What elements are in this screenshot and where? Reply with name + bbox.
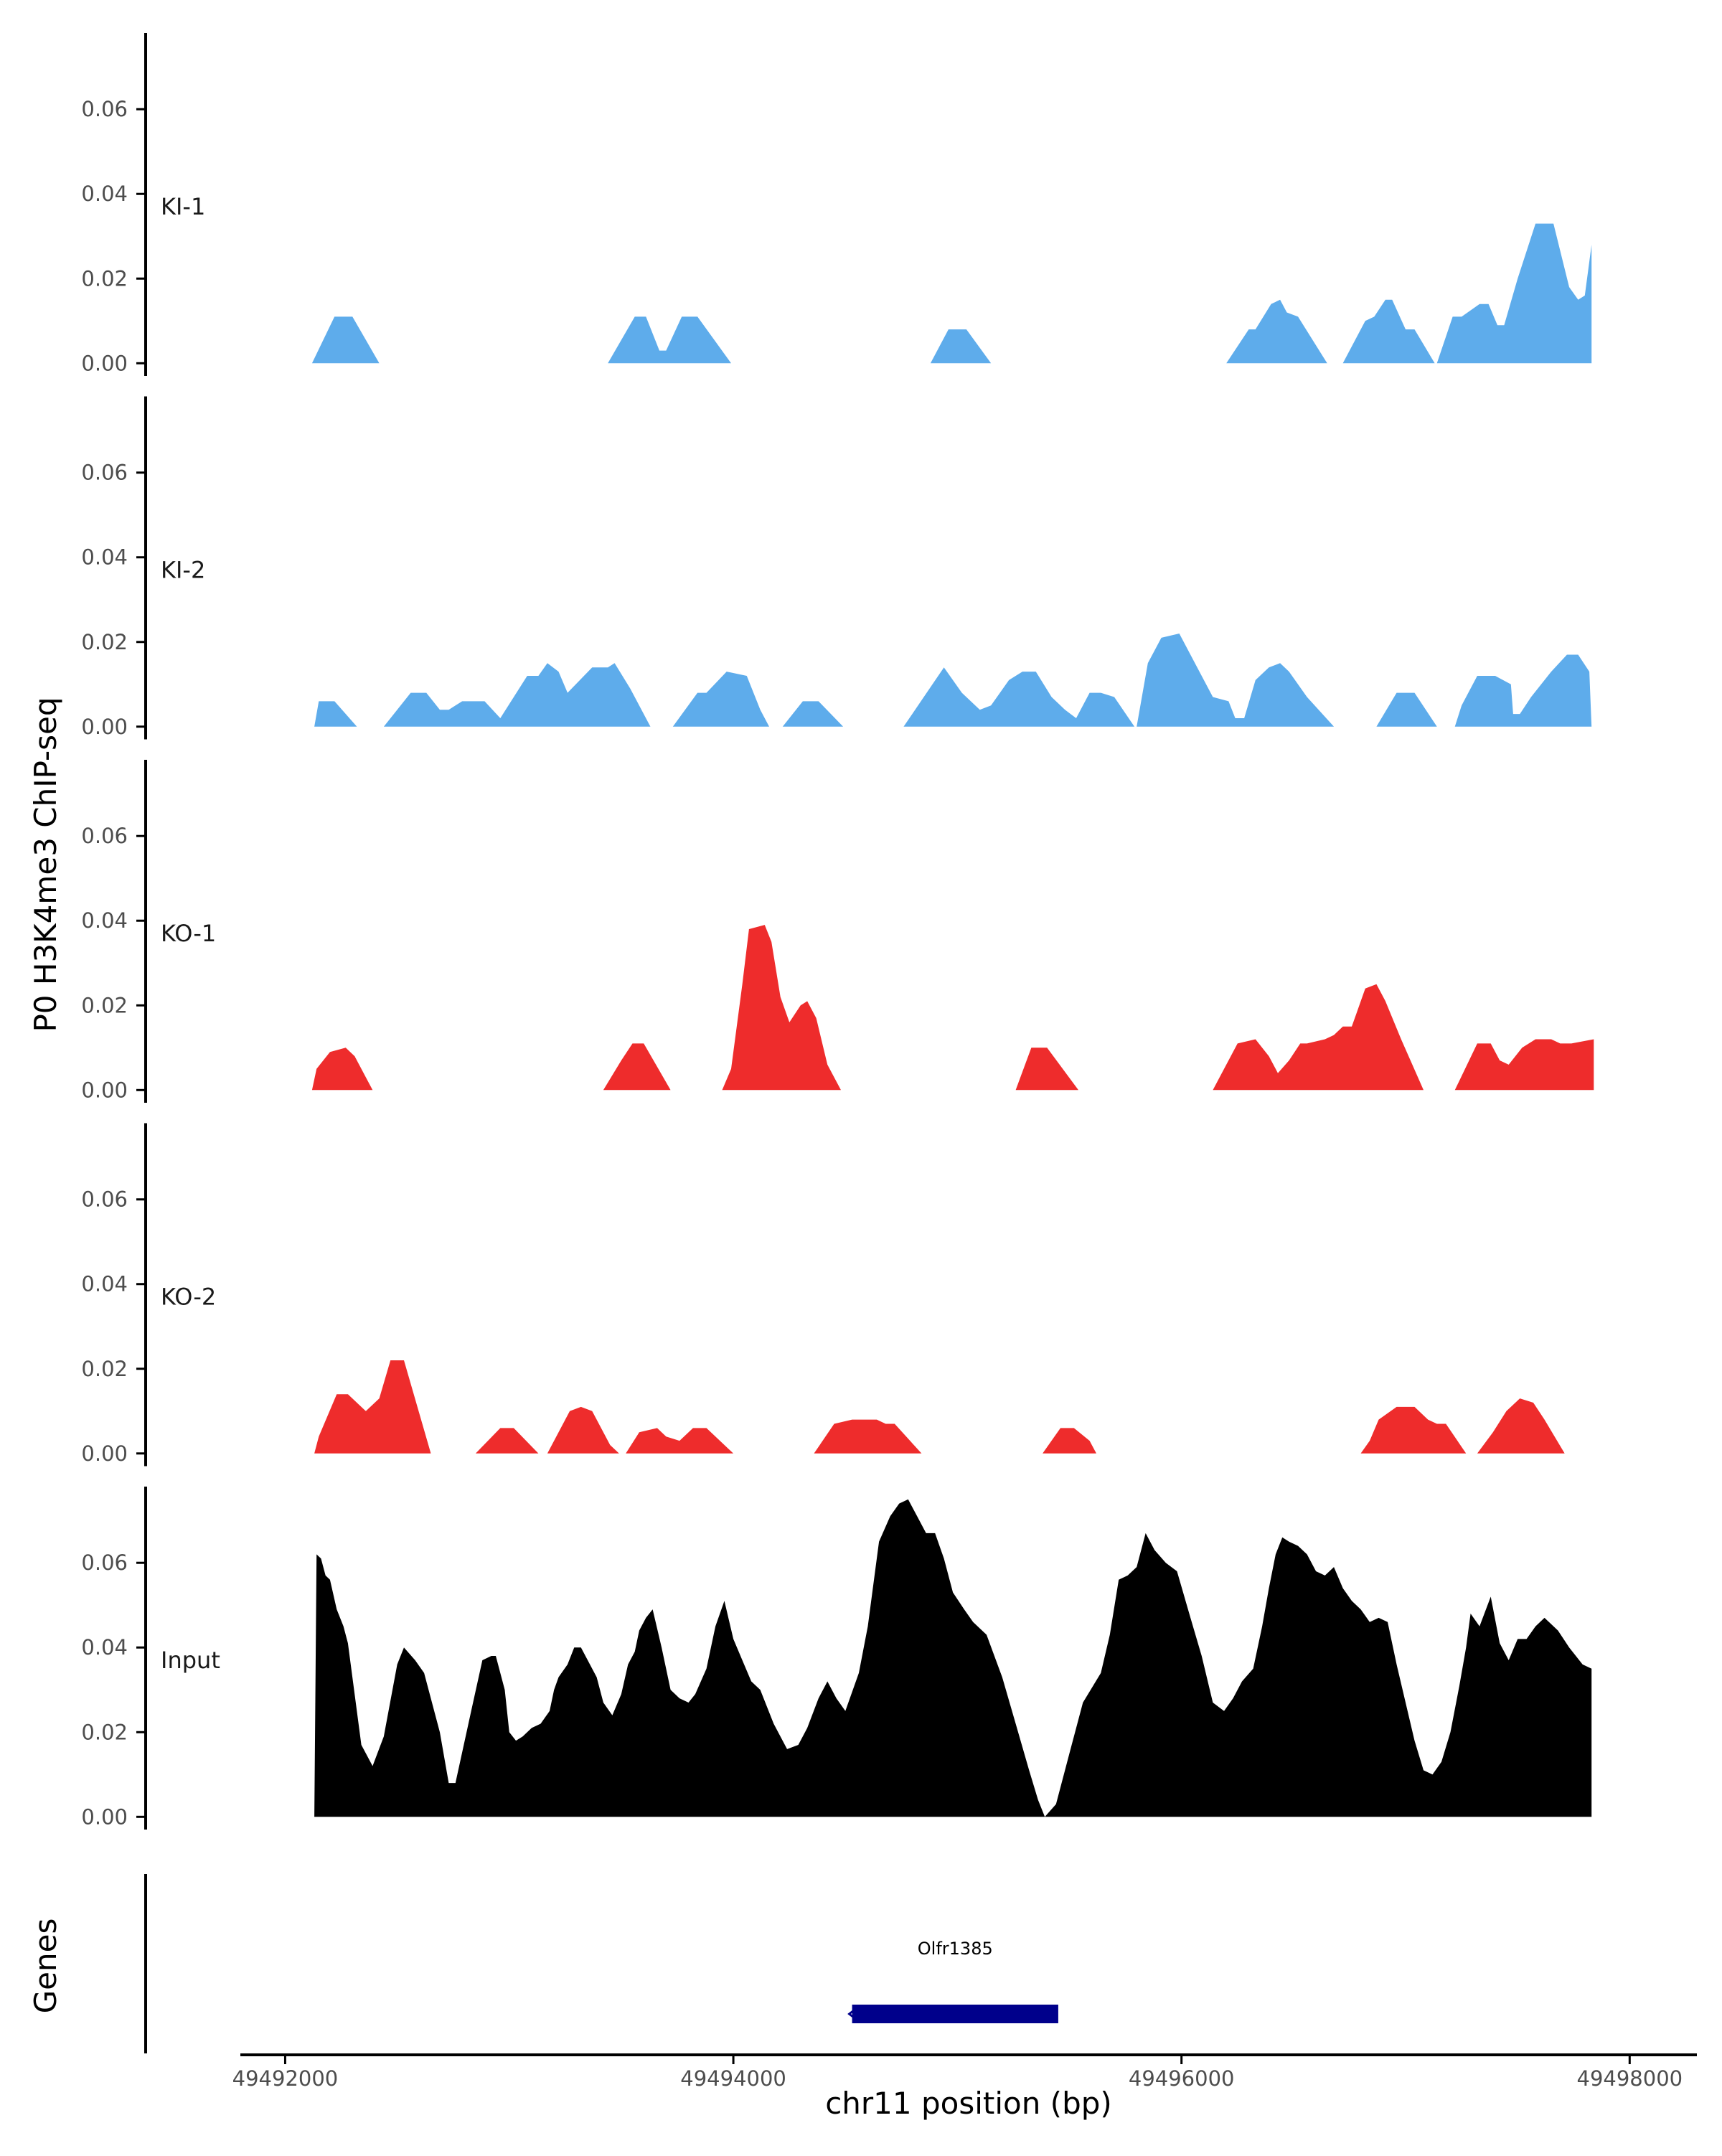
x-tick-label: 49492000 xyxy=(232,2066,339,2091)
coverage-area xyxy=(1342,299,1435,364)
coverage-area xyxy=(314,701,357,727)
coverage-area xyxy=(1213,984,1424,1091)
y-tick-label: 0.06 xyxy=(81,461,128,485)
y-tick-label: 0.00 xyxy=(81,1804,128,1829)
coverage-area xyxy=(547,1406,619,1454)
coverage-area xyxy=(722,925,841,1091)
y-tick-label: 0.00 xyxy=(81,351,128,375)
track-label: KI-2 xyxy=(161,556,205,583)
track-ko-1: 0.00 0.02 0.04 0.06 KO-1 xyxy=(81,760,1594,1103)
x-tick-label: 49498000 xyxy=(1577,2066,1683,2091)
coverage-area xyxy=(930,329,992,364)
coverage-area xyxy=(1454,1039,1594,1091)
y-tick-label: 0.06 xyxy=(81,1187,128,1212)
coverage-area xyxy=(314,1499,1592,1817)
coverage-area xyxy=(1360,1406,1467,1454)
track-ki-1: 0.00 0.02 0.04 0.06 KI-1 xyxy=(81,33,1592,376)
x-tick-label: 49494000 xyxy=(680,2066,786,2091)
strand-arrow xyxy=(847,2007,857,2020)
coverage-area xyxy=(1376,692,1437,727)
genes-track-title: Genes xyxy=(28,1919,63,2014)
y-tick-label: 0.04 xyxy=(81,182,128,206)
coverage-area xyxy=(603,1043,671,1091)
y-tick-label: 0.00 xyxy=(81,715,128,739)
coverage-area xyxy=(311,1048,373,1091)
track-label: KO-1 xyxy=(161,920,216,947)
coverage-area xyxy=(814,1419,922,1454)
coverage-area xyxy=(782,701,844,727)
coverage-area xyxy=(1454,654,1592,727)
track-label: KO-2 xyxy=(161,1283,216,1310)
gene-label: Olfr1385 xyxy=(918,1939,993,1959)
track-ki-2: 0.00 0.02 0.04 0.06 KI-2 xyxy=(81,396,1592,740)
y-tick-label: 0.04 xyxy=(81,1635,128,1660)
y-tick-label: 0.02 xyxy=(81,993,128,1017)
coverage-area xyxy=(1436,223,1592,364)
track-ko-2: 0.00 0.02 0.04 0.06 KO-2 xyxy=(81,1123,1565,1467)
coverage-area xyxy=(626,1428,734,1454)
coverage-area xyxy=(903,667,1135,727)
y-tick-label: 0.00 xyxy=(81,1441,128,1466)
y-tick-label: 0.02 xyxy=(81,1357,128,1381)
coverage-area xyxy=(1477,1398,1565,1454)
track-input: 0.00 0.02 0.04 0.06 Input xyxy=(81,1487,1592,1830)
y-tick-label: 0.02 xyxy=(81,1720,128,1744)
coverage-area xyxy=(314,1360,431,1454)
y-tick-label: 0.02 xyxy=(81,266,128,291)
track-label: KI-1 xyxy=(161,193,205,220)
gene-body-olfr1385 xyxy=(852,2005,1058,2023)
coverage-area xyxy=(475,1428,539,1454)
y-tick-label: 0.06 xyxy=(81,824,128,848)
x-tick-label: 49496000 xyxy=(1129,2066,1235,2091)
y-tick-label: 0.06 xyxy=(81,97,128,121)
coverage-area xyxy=(672,672,769,727)
y-axis-title: P0 H3K4me3 ChIP-seq xyxy=(28,697,63,1032)
y-tick-label: 0.04 xyxy=(81,1272,128,1296)
y-tick-label: 0.04 xyxy=(81,908,128,933)
coverage-area xyxy=(608,316,731,364)
y-tick-label: 0.04 xyxy=(81,545,128,570)
coverage-area xyxy=(311,316,380,364)
tracks-layer: 0.00 0.02 0.04 0.06 KI-1 0.00 0.02 0.04 0.06 KI-2… xyxy=(81,33,1594,1830)
y-tick-label: 0.06 xyxy=(81,1550,128,1575)
coverage-area xyxy=(383,663,651,727)
coverage-area xyxy=(1015,1048,1078,1091)
track-label: Input xyxy=(161,1647,220,1674)
coverage-area xyxy=(1137,634,1335,727)
genes-track: Olfr1385 xyxy=(144,1874,1058,2053)
y-tick-label: 0.02 xyxy=(81,630,128,654)
coverage-area xyxy=(1226,299,1327,364)
x-axis: 49492000 49494000 49496000 49498000 xyxy=(232,2053,1697,2091)
y-tick-label: 0.00 xyxy=(81,1078,128,1102)
coverage-area xyxy=(1043,1428,1096,1454)
x-axis-title: chr11 position (bp) xyxy=(825,2086,1112,2121)
